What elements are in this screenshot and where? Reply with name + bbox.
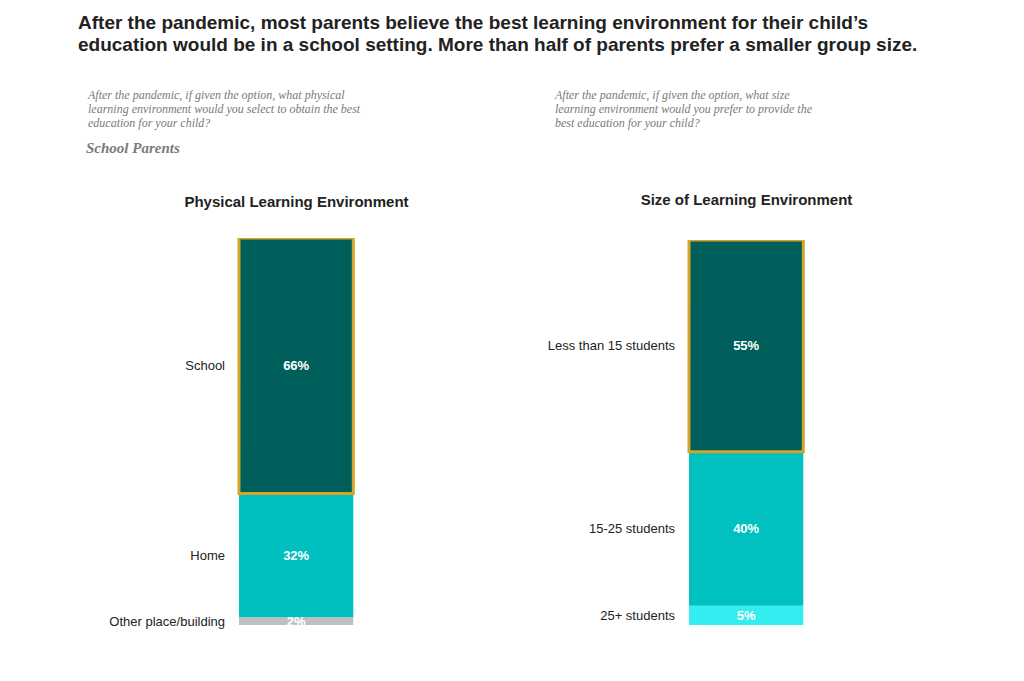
svg-text:2%: 2% [287,614,306,629]
html-text:School Parents: School Parents [86,140,180,156]
svg-text:40%: 40% [733,521,759,536]
html-text:After the pandemic, if given t: After the pandemic, if given the option,… [555,88,812,130]
svg-text:Less than 15 students: Less than 15 students [548,338,676,353]
svg-text:32%: 32% [283,548,309,563]
html-text:After the pandemic, most paren: After the pandemic, most parents believe… [78,12,918,55]
svg-text:Home: Home [190,548,225,563]
svg-text:Other place/building: Other place/building [109,614,225,629]
html-text:Physical Learning Environment: Physical Learning Environment [184,193,409,210]
html-text:After the pandemic, if given t: After the pandemic, if given the option,… [88,88,361,130]
html-text:Size of Learning Environment: Size of Learning Environment [640,191,853,208]
svg-text:5%: 5% [737,608,756,623]
svg-text:School: School [185,358,225,373]
svg-text:25+ students: 25+ students [600,608,675,623]
svg-text:55%: 55% [733,338,759,353]
svg-text:15-25 students: 15-25 students [589,521,676,536]
svg-text:66%: 66% [283,358,309,373]
